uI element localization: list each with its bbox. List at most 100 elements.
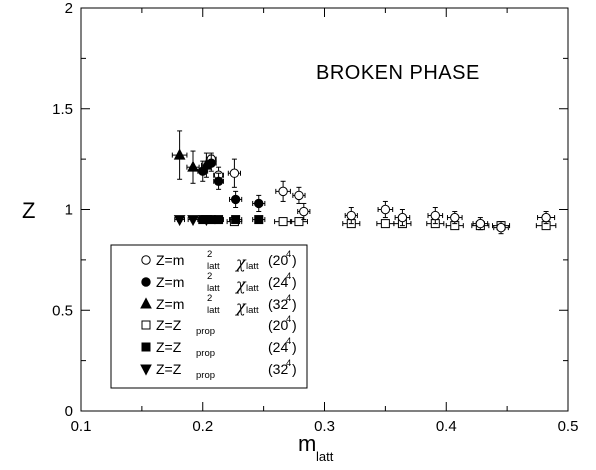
x-axis-label: m xyxy=(298,431,316,456)
legend-label: Z=Z xyxy=(156,339,182,355)
x-tick-labels: 0.1 0.2 0.3 0.4 0.5 xyxy=(71,418,579,435)
marker-circle-open xyxy=(475,218,486,229)
data-point xyxy=(252,194,266,213)
x-tick-label: 0.2 xyxy=(192,418,213,435)
marker-triangle-down-filled xyxy=(187,215,199,227)
legend-marker-circle-open xyxy=(141,255,151,265)
legend-lattice-exponent: 4 xyxy=(286,336,291,347)
legend-box xyxy=(110,244,308,389)
data-point xyxy=(289,217,308,227)
data-point xyxy=(252,215,266,225)
annotation-broken-phase: BROKEN PHASE xyxy=(316,62,480,84)
legend-lattice: (32 xyxy=(268,296,288,312)
data-point xyxy=(377,200,394,219)
axis-ticks xyxy=(80,7,569,412)
legend-label: Z=Z xyxy=(156,361,182,377)
legend-marker-square-filled xyxy=(141,342,151,352)
y-tick-label: 0 xyxy=(65,403,73,420)
marker-square-filled xyxy=(254,215,264,225)
marker-circle-open xyxy=(346,210,356,221)
marker-circle-open xyxy=(541,212,551,223)
x-tick-label: 0.1 xyxy=(71,418,92,435)
marker-circle-filled xyxy=(213,176,224,186)
data-point xyxy=(229,190,243,208)
marker-triangle-up-filled xyxy=(173,148,186,160)
legend-label: Z=m xyxy=(156,296,184,312)
legend-subscript: prop xyxy=(196,348,215,359)
marker-circle-open xyxy=(299,206,309,217)
marker-square-open xyxy=(278,217,288,227)
data-point xyxy=(292,186,306,204)
legend-subscript: latt xyxy=(246,305,259,316)
y-tick-label: 0.5 xyxy=(52,302,73,319)
data-point xyxy=(227,158,241,188)
data-point xyxy=(229,215,243,225)
legend-lattice-exponent: 4 xyxy=(286,293,291,304)
y-axis-label: Z xyxy=(22,198,35,223)
legend-lattice-exponent: 4 xyxy=(286,314,291,325)
legend-lattice-close: ) xyxy=(292,339,297,355)
legend-lattice-close: ) xyxy=(292,361,297,377)
marker-circle-open xyxy=(278,186,288,197)
marker-circle-open xyxy=(430,210,440,221)
legend-superscript: 2 xyxy=(207,293,212,304)
marker-square-filled xyxy=(214,215,224,225)
data-point xyxy=(274,217,293,227)
y-tick-labels: 0 0.5 1 1.5 2 xyxy=(52,0,73,420)
legend-subscript: prop xyxy=(196,370,215,381)
legend-lattice: (20 xyxy=(268,252,288,268)
legend-chi: χ xyxy=(235,297,247,316)
marker-circle-open xyxy=(450,212,460,223)
legend-label: Z=m xyxy=(156,274,184,290)
legend-subscript: latt xyxy=(246,283,259,294)
marker-circle-filled xyxy=(230,194,241,205)
y-tick-label: 1 xyxy=(65,202,73,219)
legend-marker-circle-filled xyxy=(141,277,151,287)
data-point xyxy=(446,211,463,225)
legend-lattice: (24 xyxy=(268,274,288,290)
legend-lattice-exponent: 4 xyxy=(286,249,291,260)
data-point xyxy=(297,202,311,221)
legend-lattice-exponent: 4 xyxy=(286,358,291,369)
marker-triangle-up-filled xyxy=(187,160,199,172)
marker-square-filled xyxy=(231,215,241,225)
marker-circle-filled xyxy=(254,198,264,209)
y-tick-label: 1.5 xyxy=(52,101,73,118)
data-point xyxy=(427,206,444,225)
legend-chi: χ xyxy=(235,253,247,272)
marker-circle-open xyxy=(397,212,408,223)
marker-circle-open xyxy=(496,222,506,233)
marker-circle-open xyxy=(229,168,240,178)
data-point xyxy=(394,209,411,227)
legend-marker-triangle-down-filled xyxy=(140,364,152,376)
data-point xyxy=(200,152,213,178)
data-point xyxy=(472,217,489,231)
legend-lattice-exponent: 4 xyxy=(286,271,291,282)
legend-lattice-close: ) xyxy=(292,317,297,333)
legend-subscript: latt xyxy=(207,261,220,272)
y-tick-label: 2 xyxy=(65,0,73,17)
x-axis-label-subscript: latt xyxy=(316,449,334,464)
data-point xyxy=(275,180,291,202)
data-point xyxy=(344,206,358,225)
marker-triangle-down-filled xyxy=(173,215,186,227)
data-point xyxy=(173,215,186,227)
marker-triangle-up-filled xyxy=(200,158,213,170)
x-tick-label: 0.5 xyxy=(558,418,579,435)
legend-subscript: latt xyxy=(246,261,259,272)
legend-lattice-close: ) xyxy=(292,274,297,290)
legend-subscript: prop xyxy=(196,326,215,337)
data-point xyxy=(186,150,200,184)
legend-subscript: latt xyxy=(207,305,220,316)
marker-triangle-down-filled xyxy=(200,215,213,227)
legend-lattice: (20 xyxy=(268,317,288,333)
legend-label: Z=m xyxy=(156,252,184,268)
legend-superscript: 2 xyxy=(207,271,212,282)
marker-square-open xyxy=(294,217,304,227)
legend-chi: χ xyxy=(235,275,247,294)
data-point xyxy=(200,215,213,227)
legend-marker-triangle-up-filled xyxy=(140,297,152,309)
